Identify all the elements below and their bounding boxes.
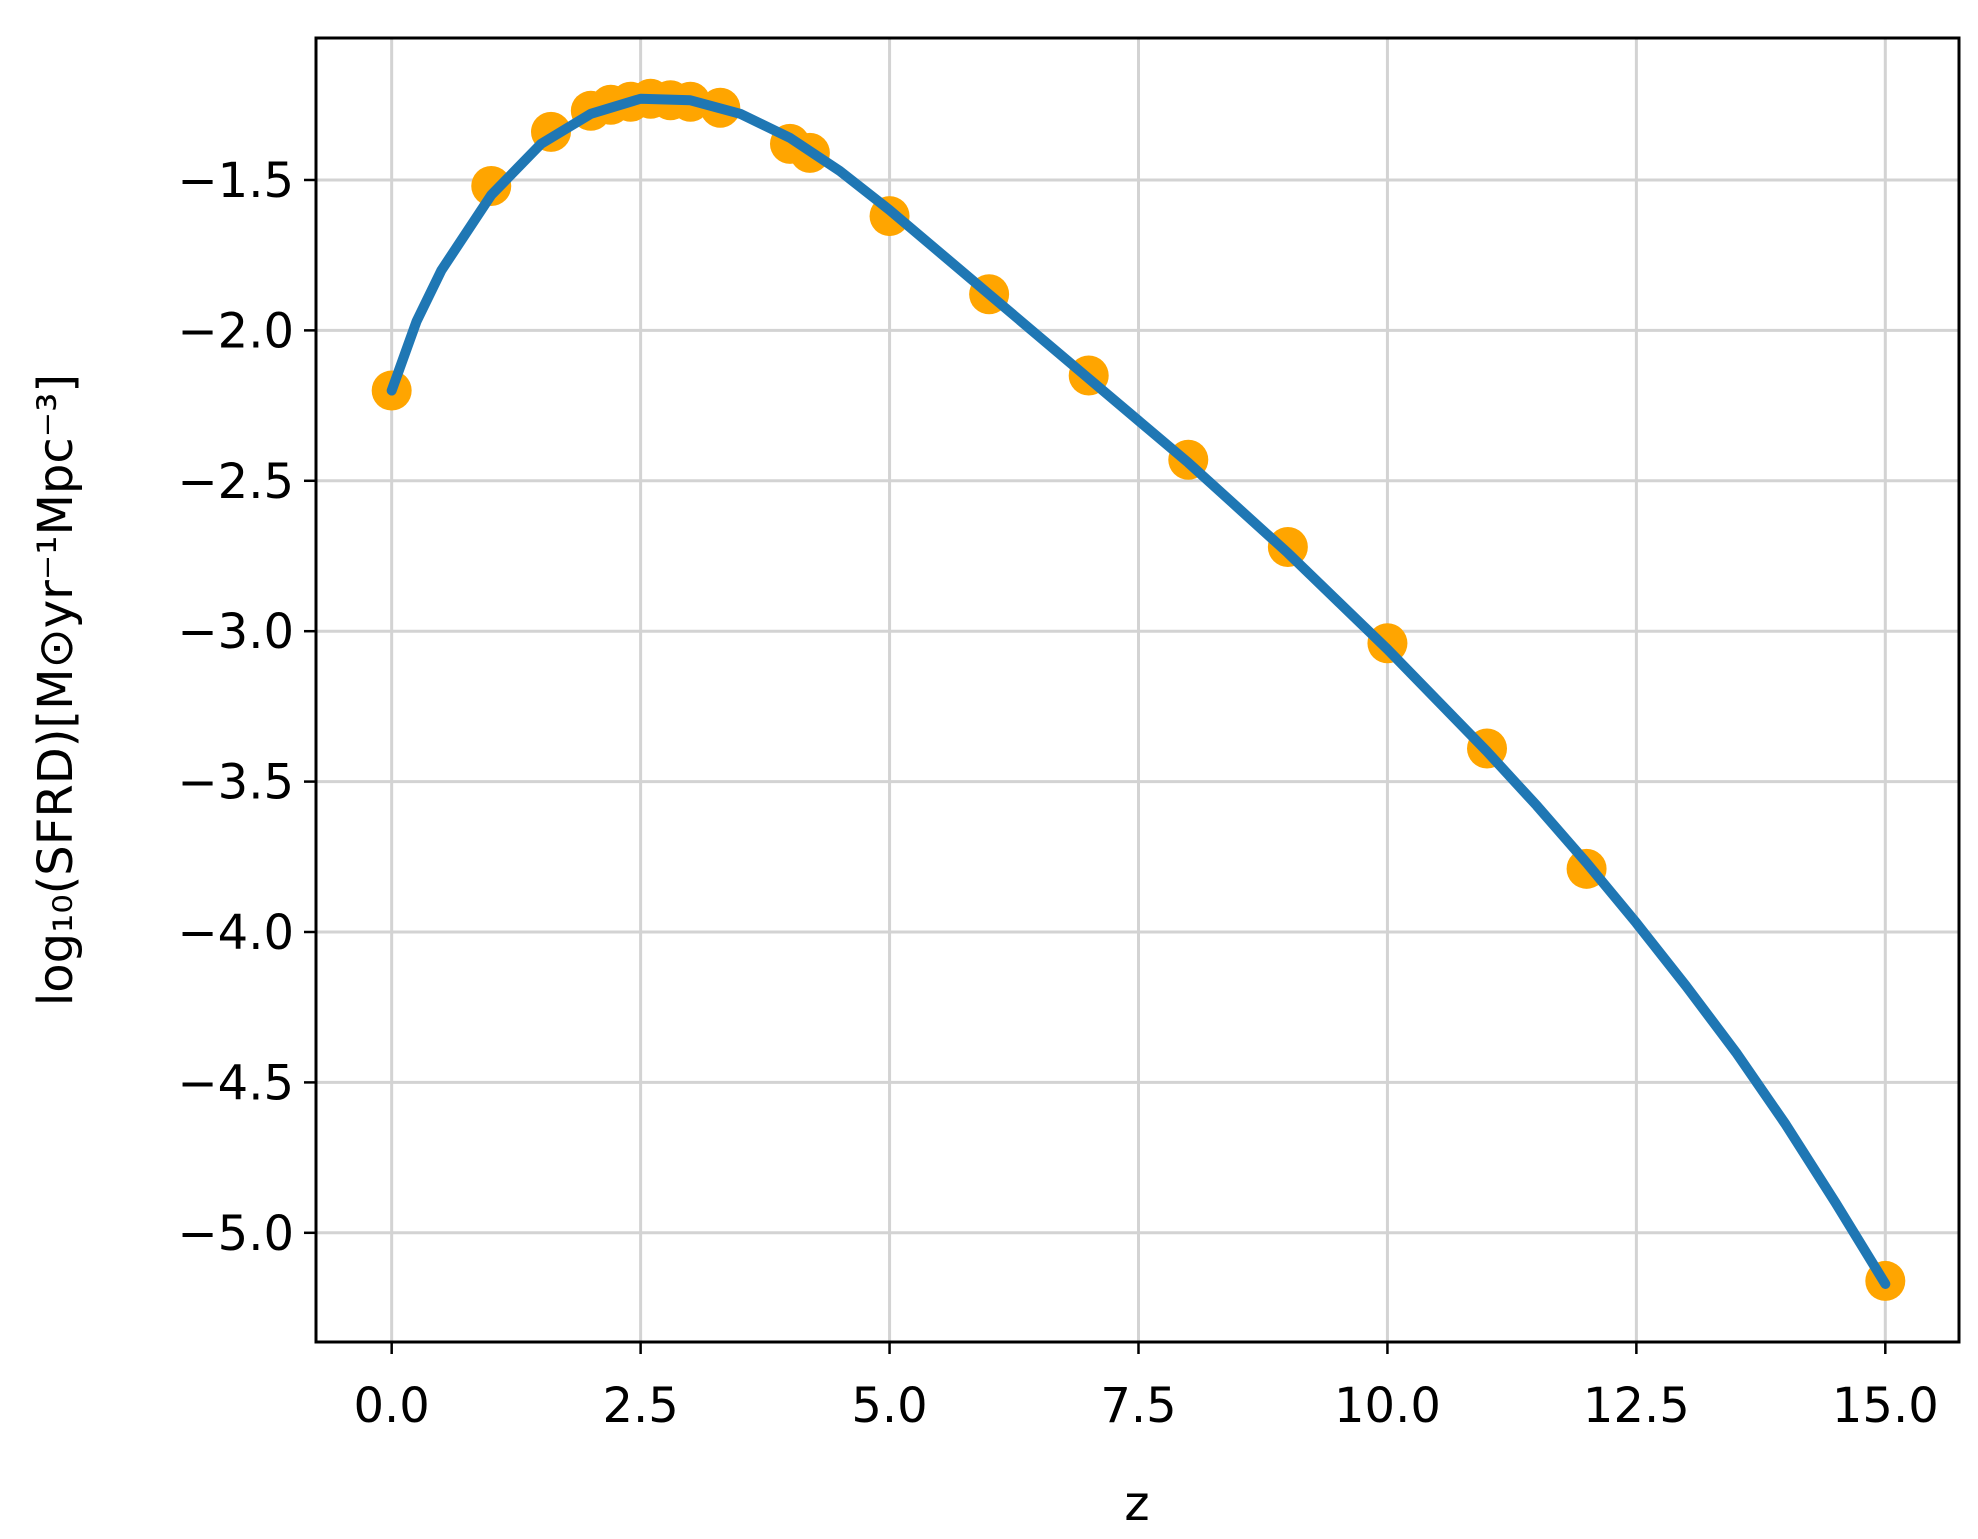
plot-frame [314,36,1961,1344]
y-tick-label: −1.5 [177,153,294,209]
data-point [471,165,512,206]
x-tick-label: 12.5 [1583,1378,1690,1434]
x-axis-label: z [1124,1476,1149,1532]
y-tick-label: −2.5 [177,454,294,510]
y-axis-label: log₁₀(SFRD)[M⊙yr⁻¹Mpc⁻³] [28,374,84,1006]
y-tick-label: −3.0 [177,604,294,660]
x-tick-label: 5.0 [851,1378,927,1434]
y-tick-label: −5.0 [177,1206,294,1262]
y-tick-label: −2.0 [177,303,294,359]
y-tick-label: −3.5 [177,755,294,811]
x-tick-label: 10.0 [1334,1378,1441,1434]
y-tick-label: −4.5 [177,1055,294,1111]
x-tick-label: 7.5 [1100,1378,1176,1434]
x-tick-label: 15.0 [1832,1378,1939,1434]
x-tick-label: 2.5 [602,1378,678,1434]
y-tick-label: −4.0 [177,905,294,961]
x-tick-label: 0.0 [354,1378,430,1434]
fit-line [386,93,1891,1289]
